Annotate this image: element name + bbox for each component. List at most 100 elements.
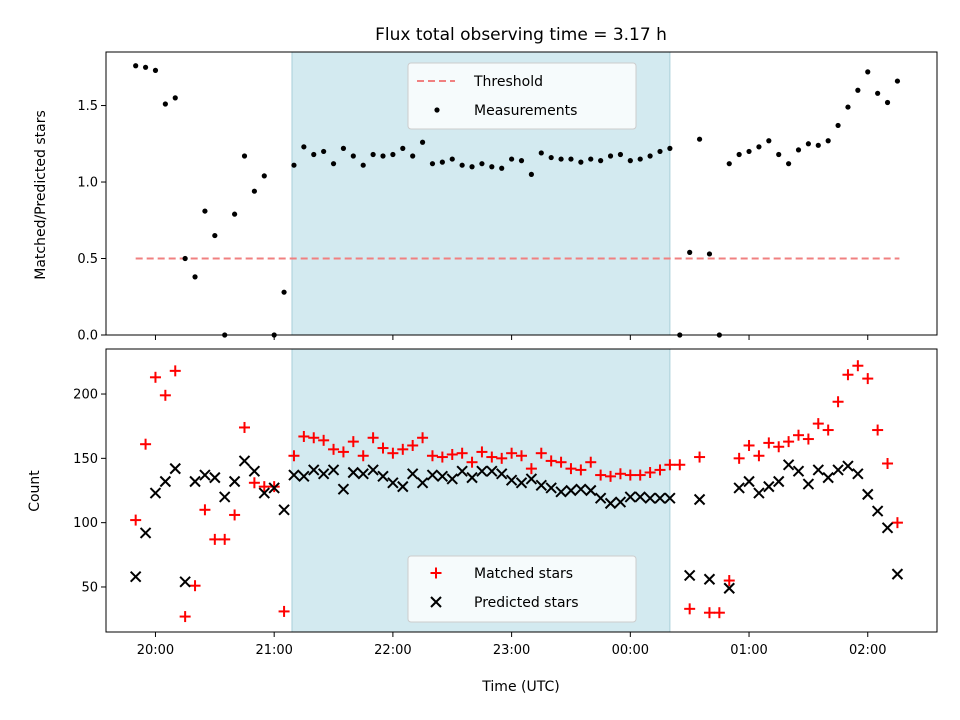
- matched-star-point: [417, 432, 429, 444]
- measurement-point: [578, 159, 584, 165]
- matched-star-point: [516, 450, 527, 462]
- predicted-star-point: [288, 469, 300, 481]
- predicted-star-point: [862, 488, 874, 501]
- top-y-ticks: 0.0 0.5 1.0 1.5: [77, 99, 106, 344]
- matched-star-point: [179, 611, 191, 623]
- matched-star-point: [337, 446, 349, 458]
- measurement-point: [746, 148, 752, 155]
- matched-star-point: [753, 450, 765, 462]
- matched-star-point: [793, 429, 804, 441]
- measurement-point: [568, 156, 574, 162]
- predicted-star-point: [812, 464, 824, 476]
- predicted-star-point: [327, 464, 340, 476]
- measurement-point: [360, 162, 366, 168]
- measurement-point: [805, 141, 811, 147]
- matched-star-point: [872, 424, 884, 436]
- matched-star-point: [654, 464, 666, 476]
- matched-star-point: [318, 434, 330, 446]
- predicted-star-point: [535, 479, 547, 492]
- measurement-point: [736, 151, 742, 158]
- legend-threshold-label: Threshold: [473, 74, 543, 90]
- matched-star-point: [743, 439, 755, 451]
- predicted-star-point: [149, 487, 162, 499]
- measurement-point: [884, 99, 891, 106]
- predicted-star-point: [139, 527, 152, 539]
- matched-stars-points: [130, 360, 903, 623]
- bottom-legend: Matched stars Predicted stars: [407, 555, 637, 623]
- matched-star-point: [545, 455, 557, 467]
- predicted-star-point: [228, 475, 241, 488]
- measurement-point: [202, 208, 208, 214]
- measurement-point: [429, 161, 436, 167]
- measurement-point: [865, 69, 871, 75]
- measurement-point: [212, 232, 218, 239]
- predicted-star-point: [693, 493, 706, 506]
- predicted-star-point: [416, 477, 429, 489]
- x-tick-label: 00:00: [612, 643, 649, 658]
- matched-star-point: [723, 575, 735, 587]
- measurement-point: [756, 144, 762, 150]
- matched-star-point: [832, 396, 844, 408]
- matched-star-point: [842, 369, 854, 381]
- measurement-point: [370, 151, 376, 158]
- matched-star-point: [486, 451, 498, 463]
- matched-star-point: [664, 459, 676, 471]
- chart-title: Flux total observing time = 3.17 h: [375, 25, 667, 45]
- matched-star-point: [219, 533, 231, 545]
- measurement-point: [687, 249, 693, 255]
- measurement-point: [776, 151, 782, 158]
- matched-star-point: [248, 477, 260, 489]
- measurement-point: [726, 161, 732, 167]
- matched-star-point: [239, 421, 250, 433]
- top-legend: Threshold Measurements: [407, 62, 637, 130]
- predicted-star-point: [565, 484, 577, 497]
- measurement-point: [786, 161, 792, 167]
- measurement-point: [696, 136, 703, 142]
- matched-star-point: [288, 450, 300, 462]
- bottom-panel: 50 100 150 200 20:00 21:00 22:00 23:00 00:00 01:…: [27, 348, 938, 695]
- measurement-point: [291, 162, 297, 168]
- measurement-point: [301, 144, 307, 150]
- measurement-point: [607, 153, 614, 159]
- matched-star-point: [535, 447, 547, 459]
- predicted-star-point: [258, 487, 270, 499]
- top-panel: 0.0 0.5 1.0 1.5 Matched/Predicted stars Thr…: [33, 51, 938, 344]
- measurement-point: [617, 151, 624, 158]
- measurement-point: [558, 156, 564, 162]
- matched-star-point: [525, 463, 537, 475]
- predicted-star-point: [367, 464, 379, 476]
- legend-predicted-label: Predicted stars: [474, 595, 579, 611]
- measurement-point: [518, 158, 525, 164]
- measurement-point: [390, 151, 396, 158]
- measurement-point: [439, 159, 445, 165]
- matched-star-point: [763, 437, 775, 449]
- predicted-star-point: [773, 475, 785, 488]
- measurement-point: [142, 64, 149, 70]
- predicted-star-point: [219, 491, 231, 503]
- measurement-point: [380, 153, 386, 159]
- x-tick-label: 20:00: [137, 643, 174, 658]
- measurement-point: [855, 87, 861, 93]
- predicted-star-point: [703, 573, 716, 585]
- measurement-point: [330, 161, 337, 167]
- matched-star-point: [199, 504, 211, 516]
- bottom-axes-frame: [105, 348, 938, 633]
- measurement-point: [251, 188, 257, 194]
- matched-star-point: [674, 459, 686, 471]
- predicted-star-point: [199, 469, 211, 481]
- measurement-point: [133, 63, 139, 69]
- bottom-y-axis-label: Count: [27, 470, 43, 512]
- predicted-star-point: [189, 475, 201, 488]
- predicted-star-point: [644, 492, 656, 504]
- matched-star-point: [189, 580, 201, 592]
- matched-star-point: [397, 443, 409, 455]
- predicted-star-point: [476, 465, 488, 477]
- predicted-star-point: [169, 462, 181, 475]
- matched-star-point: [169, 365, 181, 377]
- measurement-point: [706, 251, 713, 257]
- matched-star-point: [476, 446, 488, 458]
- predicted-star-point: [278, 504, 290, 516]
- predicted-star-point: [881, 522, 894, 534]
- matched-star-point: [614, 468, 626, 480]
- predicted-star-point: [357, 468, 369, 480]
